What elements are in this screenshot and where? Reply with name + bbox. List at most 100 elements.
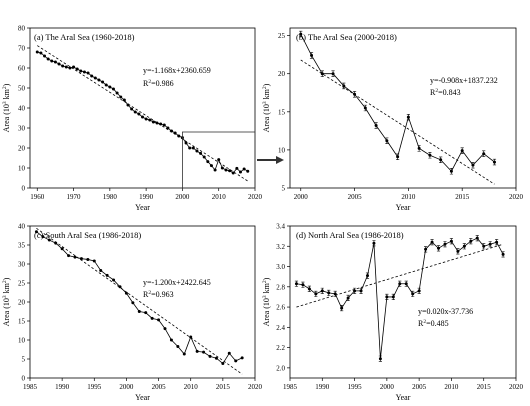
data-point — [34, 230, 38, 234]
x-tick-label: 2015 — [216, 383, 231, 391]
data-point — [54, 241, 58, 245]
data-point — [130, 107, 134, 111]
trend-line — [36, 227, 243, 375]
data-point — [501, 252, 505, 256]
data-point — [378, 357, 382, 361]
data-point — [119, 95, 123, 99]
data-point — [73, 255, 77, 259]
data-point — [108, 85, 112, 89]
data-point — [482, 244, 486, 248]
data-point — [93, 76, 97, 80]
data-point — [195, 149, 199, 153]
data-point — [155, 121, 159, 125]
data-point — [333, 292, 337, 296]
y-axis-label: Area (103 km2) — [2, 277, 11, 326]
y-tick-label: 35 — [18, 242, 26, 250]
data-point — [460, 149, 464, 153]
data-point — [47, 238, 51, 242]
data-point — [363, 106, 367, 110]
data-point — [148, 118, 152, 122]
data-point — [396, 155, 400, 159]
y-tick-label: 5 — [282, 185, 286, 193]
data-point — [202, 350, 206, 354]
x-tick-label: 1990 — [315, 383, 330, 391]
data-point — [90, 74, 94, 78]
data-point — [176, 344, 180, 348]
data-point — [331, 72, 335, 76]
y-tick-label: 40 — [18, 105, 26, 113]
data-point — [115, 91, 119, 95]
data-point — [208, 354, 212, 358]
y-tick-label: 3.0 — [276, 263, 285, 271]
data-point — [169, 338, 173, 342]
panel-title: (b) The Aral Sea (2000-2018) — [296, 32, 397, 42]
data-point — [166, 126, 170, 130]
y-tick-label: 0 — [22, 375, 26, 383]
data-point — [340, 306, 344, 310]
y-tick-label: 20 — [278, 70, 286, 78]
y-tick-label: 0 — [22, 185, 26, 193]
data-point — [411, 292, 415, 296]
x-tick-label: 2020 — [248, 193, 263, 201]
x-axis-label: Year — [135, 203, 150, 212]
data-point — [217, 158, 221, 162]
data-point — [61, 64, 65, 68]
data-point — [385, 295, 389, 299]
data-point — [150, 316, 154, 320]
r-squared: R2=0.963 — [143, 290, 174, 299]
data-point — [417, 289, 421, 293]
data-point — [111, 87, 115, 91]
r-squared: R2=0.986 — [143, 79, 174, 88]
data-point — [439, 158, 443, 162]
data-point — [50, 59, 54, 63]
x-tick-label: 2010 — [444, 383, 459, 391]
data-point — [240, 356, 244, 360]
data-point — [488, 242, 492, 246]
data-point — [131, 301, 135, 305]
data-point — [443, 242, 447, 246]
data-point — [79, 257, 83, 261]
data-point — [41, 235, 45, 239]
y-tick-label: 15 — [18, 318, 26, 326]
data-point — [159, 122, 163, 126]
x-axis-label: Year — [396, 203, 411, 212]
data-point — [188, 146, 192, 150]
y-tick-label: 40 — [18, 223, 26, 231]
data-point — [202, 155, 206, 159]
data-point — [353, 92, 357, 96]
y-tick-label: 50 — [18, 85, 26, 93]
data-point — [72, 65, 76, 69]
data-point — [310, 53, 314, 57]
x-tick-label: 1990 — [139, 193, 154, 201]
data-point — [68, 66, 72, 70]
data-point — [163, 327, 167, 331]
x-tick-label: 2000 — [175, 193, 190, 201]
data-point — [39, 51, 43, 55]
y-tick-label: 2.4 — [276, 324, 285, 332]
data-point — [320, 289, 324, 293]
data-point — [374, 124, 378, 128]
y-tick-label: 10 — [278, 146, 286, 154]
data-point — [385, 139, 389, 143]
data-point — [199, 151, 203, 155]
data-point — [299, 32, 303, 36]
y-axis-label: Area (103 km2) — [262, 83, 271, 132]
panel-c-south-aral-sea: 1985 1990 1995 2000 2005 2010 2015 2020 0 5 10 15 20… — [2, 223, 263, 403]
y-tick-label: 70 — [18, 45, 26, 53]
y-tick-label: 25 — [278, 32, 286, 40]
data-point — [475, 236, 479, 240]
data-point — [359, 289, 363, 293]
data-point — [92, 259, 96, 263]
data-point — [495, 240, 499, 244]
data-point — [182, 352, 186, 356]
data-point — [141, 115, 144, 119]
data-point — [101, 80, 105, 84]
series-line — [300, 33, 495, 172]
y-tick-label: 25 — [18, 280, 26, 288]
y-tick-label: 10 — [18, 337, 26, 345]
data-point — [372, 241, 376, 245]
y-tick-label: 15 — [278, 108, 286, 116]
data-point — [320, 72, 324, 76]
data-point — [177, 134, 181, 138]
